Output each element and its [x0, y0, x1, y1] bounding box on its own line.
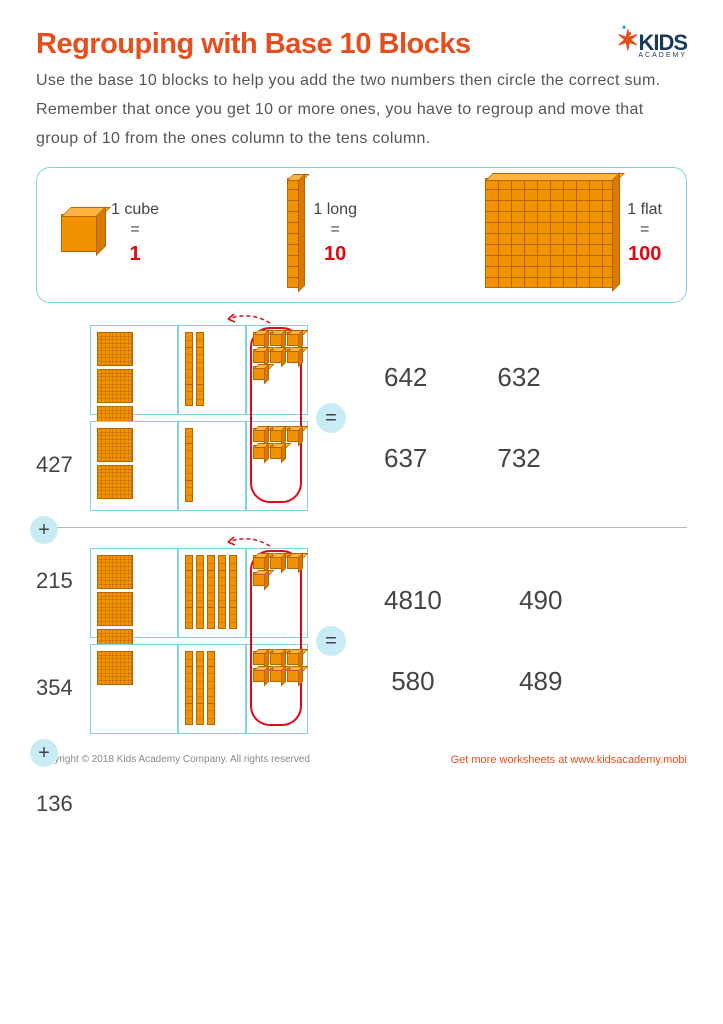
- legend-box: 1 cube = 1 1 long = 10 1 flat = 100: [36, 167, 687, 303]
- addend-2: 136: [36, 791, 73, 817]
- answer-choice[interactable]: 580: [384, 666, 442, 697]
- hundreds-cell: [90, 421, 178, 511]
- answer-choice[interactable]: 490: [512, 585, 570, 616]
- flat-icon: [485, 178, 615, 288]
- page-title: Regrouping with Base 10 Blocks: [36, 28, 471, 61]
- legend-cube: 1 cube = 1: [61, 200, 159, 268]
- hundreds-cell: [90, 548, 178, 638]
- hundreds-cell: [90, 325, 178, 415]
- tens-cell: [178, 421, 246, 511]
- problem-1: 427 + 215 = 642 632 637 732: [36, 325, 687, 511]
- instructions-text: Use the base 10 blocks to help you add t…: [36, 67, 687, 153]
- equals-icon: =: [316, 403, 346, 433]
- problem-2: 354 + 136 = 4810 490 580 489: [36, 548, 687, 734]
- hundreds-cell: [90, 644, 178, 734]
- answer-choice[interactable]: 642: [384, 362, 427, 393]
- answer-choice[interactable]: 632: [497, 362, 540, 393]
- blocks-p2: [90, 548, 308, 734]
- ones-cell: [246, 325, 308, 415]
- addend-1: 427: [36, 452, 73, 478]
- tens-cell: [178, 644, 246, 734]
- copyright-text: Copyright © 2018 Kids Academy Company. A…: [36, 754, 310, 766]
- answer-choice[interactable]: 732: [497, 443, 540, 474]
- addend-1: 354: [36, 675, 73, 701]
- tens-cell: [178, 325, 246, 415]
- regroup-arrow-icon: [220, 532, 280, 552]
- cube-icon: [61, 214, 99, 252]
- more-worksheets-link: Get more worksheets at www.kidsacademy.m…: [451, 754, 687, 766]
- ones-cell: [246, 548, 308, 638]
- blocks-p1: [90, 325, 308, 511]
- separator: [36, 527, 687, 528]
- tens-cell: [178, 548, 246, 638]
- legend-flat: 1 flat = 100: [485, 178, 662, 288]
- legend-long: 1 long = 10: [287, 178, 357, 288]
- answer-choices-2: 4810 490 580 489: [384, 585, 570, 697]
- ones-cell: [246, 421, 308, 511]
- ones-cell: [246, 644, 308, 734]
- answer-choices-1: 642 632 637 732: [384, 362, 541, 474]
- long-icon: [287, 178, 301, 288]
- footer: Copyright © 2018 Kids Academy Company. A…: [36, 754, 687, 766]
- answer-choice[interactable]: 4810: [384, 585, 442, 616]
- equals-icon: =: [316, 626, 346, 656]
- answer-choice[interactable]: 489: [512, 666, 570, 697]
- plus-icon: +: [30, 516, 58, 544]
- kids-academy-logo: ✶KIDS ACADEMY: [616, 28, 687, 59]
- answer-choice[interactable]: 637: [384, 443, 427, 474]
- regroup-arrow-icon: [220, 309, 280, 329]
